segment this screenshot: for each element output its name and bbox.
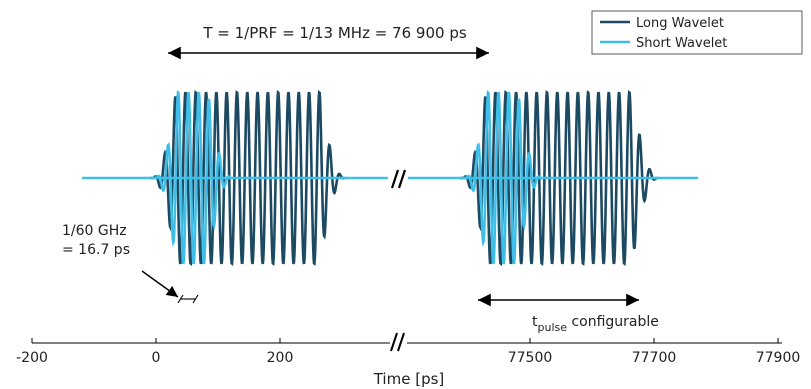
short-wavelet-pulse [462, 89, 543, 265]
short-wavelet-series [82, 89, 698, 265]
axis-break-mark [390, 332, 405, 352]
pulse-width-label: tpulse configurable [532, 314, 659, 334]
carrier-period-line2: = 16.7 ps [62, 242, 130, 258]
x-tick-label: 77500 [508, 350, 553, 366]
period-label: T = 1/PRF = 1/13 MHz = 76 900 ps [202, 24, 466, 42]
x-tick-label: 200 [267, 350, 294, 366]
legend-label-long: Long Wavelet [636, 16, 724, 31]
carrier-pointer-arrow [141, 270, 179, 298]
x-tick-label: 77700 [632, 350, 677, 366]
x-axis-ticks: -200 0 200 77500 77700 77900 [16, 338, 800, 366]
short-wavelet-pulse [152, 89, 232, 265]
long-wavelet-pulse [460, 89, 658, 267]
x-tick-label: 77900 [756, 350, 801, 366]
carrier-period-bracket [177, 294, 199, 304]
x-tick-label: 0 [152, 350, 161, 366]
legend: Long Wavelet Short Wavelet [591, 10, 803, 55]
x-tick-label: -200 [16, 350, 48, 366]
carrier-period-line1: 1/60 GHz [62, 223, 127, 239]
legend-label-short: Short Wavelet [636, 36, 727, 51]
x-axis-label: Time [ps] [373, 370, 445, 388]
waveform-break-mark [390, 169, 407, 189]
legend-box [591, 10, 803, 55]
